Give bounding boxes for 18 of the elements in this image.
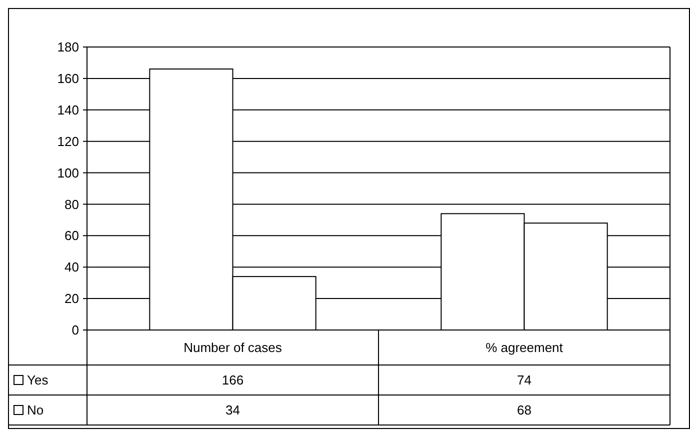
y-tick-label: 140 — [57, 102, 79, 118]
y-tick-label: 40 — [64, 260, 79, 275]
y-tick-label: 160 — [57, 70, 79, 86]
y-tick-label: 0 — [72, 322, 79, 338]
y-tick-label: 80 — [64, 196, 79, 212]
legend-label: Yes — [27, 372, 49, 388]
x-tick-label: % agreement — [486, 340, 564, 356]
data-label: 34 — [226, 402, 240, 418]
legend-label: No — [27, 402, 44, 418]
y-tick-label: 60 — [64, 228, 79, 244]
y-tick-label: 120 — [57, 134, 79, 149]
data-label: 166 — [222, 372, 244, 388]
x-tick-label: Number of cases — [184, 340, 282, 356]
y-tick-label: 180 — [57, 40, 79, 55]
y-tick-label: 20 — [64, 291, 79, 306]
y-tick-label: 100 — [57, 165, 79, 180]
data-label: 74 — [517, 372, 532, 388]
data-label: 68 — [517, 402, 532, 418]
